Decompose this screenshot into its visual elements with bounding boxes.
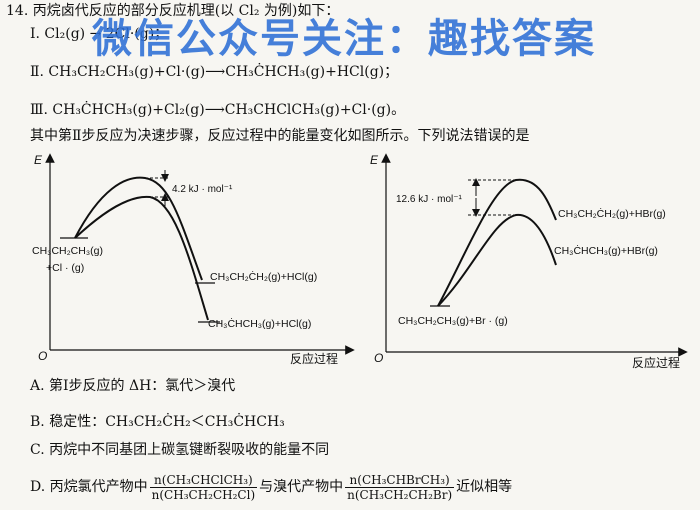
- right-y-label: E: [370, 153, 379, 167]
- left-product-upper-label: CH₃CH₂ĊH₂(g)+HCl(g): [210, 270, 317, 283]
- left-curve-lower: [74, 195, 209, 321]
- left-product-lower-label: CH₃ĊHCH₃(g)+HCl(g): [208, 317, 311, 330]
- option-d-fraction-2: n(CH₃CHBrCH₃) n(CH₃CH₂CH₂Br): [345, 472, 455, 502]
- option-d[interactable]: D. 丙烷氯代产物中 n(CH₃CHClCH₃) n(CH₃CH₂CH₂Cl) 与溴代…: [30, 470, 512, 504]
- left-energy-gap: 4.2 kJ · mol⁻¹: [172, 184, 233, 195]
- left-origin: O: [38, 349, 47, 363]
- question-prompt: 其中第Ⅱ步反应为决速步骤，反应过程中的能量变化如图所示。下列说法错误的是: [30, 128, 530, 144]
- reaction-step-2: Ⅱ. CH₃CH₂CH₃(g)+Cl·(g)⟶CH₃ĊHCH₃(g)+HCl(g…: [30, 64, 399, 80]
- reaction-step-3: Ⅲ. CH₃ĊHCH₃(g)+Cl₂(g)⟶CH₃CHClCH₃(g)+Cl·(…: [30, 102, 406, 118]
- right-curve-lower: [437, 213, 557, 307]
- right-origin: O: [374, 351, 383, 365]
- watermark: 微信公众号关注：趣找答案: [92, 16, 596, 62]
- option-d-fraction-1: n(CH₃CHClCH₃) n(CH₃CH₂CH₂Cl): [149, 472, 258, 502]
- right-product-upper-label: CH₃CH₂ĊH₂(g)+HBr(g): [558, 207, 666, 220]
- option-c[interactable]: C. 丙烷中不同基团上碳氢键断裂吸收的能量不同: [30, 442, 330, 458]
- option-d-prefix: D. 丙烷氯代产物中: [30, 479, 148, 495]
- option-d-middle: 与溴代产物中: [259, 479, 344, 495]
- right-energy-diagram: E O 反应过程 12.6 kJ · mol⁻¹ CH₃CH₂ĊH₂(g)+HB…: [370, 153, 688, 370]
- option-a[interactable]: A. 第Ⅰ步反应的 ΔH：氯代＞溴代: [30, 378, 236, 394]
- reaction-step-1: Ⅰ. Cl₂(g) → 2Cl·(g)；: [30, 26, 169, 42]
- right-energy-gap: 12.6 kJ · mol⁻¹: [396, 194, 463, 205]
- right-curve-upper: [437, 178, 557, 307]
- option-b[interactable]: B. 稳定性：CH₃CH₂ĊH₂＜CH₃ĊHCH₃: [30, 414, 285, 430]
- question-stem: 14. 丙烷卤代反应的部分反应机理(以 Cl₂ 为例)如下：: [6, 3, 340, 19]
- left-reactant-label-1: CH₃CH₂CH₃(g): [32, 245, 103, 257]
- right-reactant-label: CH₃CH₂CH₃(g)+Br · (g): [398, 315, 508, 327]
- left-reactant-label-2: +Cl · (g): [46, 262, 84, 274]
- right-x-label: 反应过程: [632, 355, 680, 370]
- right-product-lower-label: CH₃ĊHCH₃(g)+HBr(g): [554, 244, 658, 257]
- left-energy-diagram: E O 反应过程 4.2 kJ · mol⁻¹ CH₃CH₂CH₃(g) +Cl…: [32, 153, 355, 365]
- left-x-label: 反应过程: [290, 351, 338, 365]
- left-y-label: E: [34, 153, 43, 167]
- option-d-suffix: 近似相等: [456, 479, 513, 495]
